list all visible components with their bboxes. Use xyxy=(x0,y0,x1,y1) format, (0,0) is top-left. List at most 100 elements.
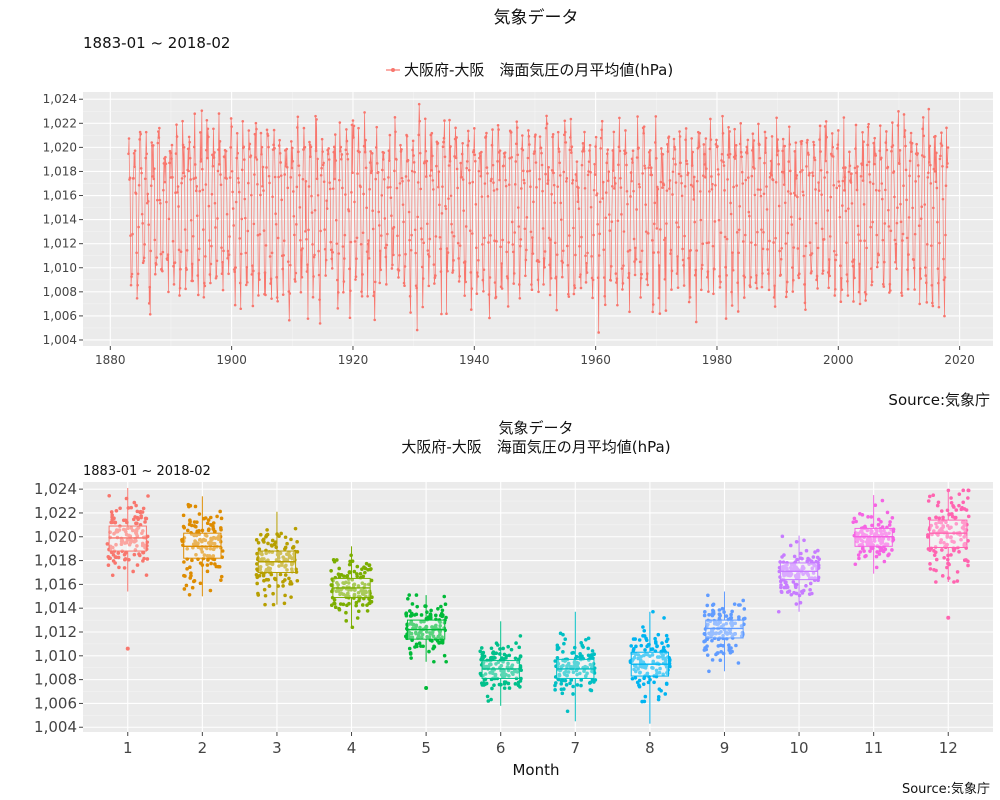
top-series-point xyxy=(908,174,911,178)
bottom-jitter-point xyxy=(856,553,861,557)
top-series-point xyxy=(316,157,319,161)
top-series-point xyxy=(311,295,315,299)
top-series-point xyxy=(662,183,666,187)
bottom-jitter-point xyxy=(413,645,417,649)
bottom-jitter-point xyxy=(192,524,197,528)
bottom-jitter-point xyxy=(428,631,433,636)
bottom-jitter-point xyxy=(952,580,956,584)
top-series-point xyxy=(379,234,383,237)
top-series-point xyxy=(335,242,339,245)
top-series-point xyxy=(508,157,511,160)
top-series-point xyxy=(486,172,489,175)
bottom-jitter-point xyxy=(109,510,114,514)
top-series-point xyxy=(802,193,805,197)
bottom-jitter-point xyxy=(929,523,934,528)
top-series-point xyxy=(479,174,483,178)
bottom-jitter-point xyxy=(342,574,346,578)
bottom-jitter-point xyxy=(927,494,932,499)
bottom-jitter-point xyxy=(195,529,200,534)
top-series-point xyxy=(656,187,660,191)
bottom-jitter-point xyxy=(114,509,119,513)
bottom-jitter-point xyxy=(575,683,580,687)
top-series-point xyxy=(412,154,415,157)
top-series-point xyxy=(645,277,648,281)
bottom-jitter-point xyxy=(853,562,858,567)
bottom-jitter-point xyxy=(209,561,213,566)
top-series-point xyxy=(736,310,740,313)
top-series-point xyxy=(580,163,584,167)
bottom-jitter-point xyxy=(656,632,661,637)
bottom-jitter-point xyxy=(639,658,643,663)
top-series-point xyxy=(172,283,176,286)
top-series-point xyxy=(765,208,769,211)
top-series-point xyxy=(623,149,626,152)
top-series-point xyxy=(400,176,404,180)
bottom-jitter-point xyxy=(633,676,638,680)
top-series-point xyxy=(894,260,897,264)
top-series-point xyxy=(419,187,423,191)
bottom-jitter-point xyxy=(650,665,654,670)
bottom-jitter-point xyxy=(642,665,646,669)
top-series-point xyxy=(240,217,244,221)
bottom-jitter-point xyxy=(593,678,598,682)
top-series-point xyxy=(828,274,832,278)
top-series-point xyxy=(420,237,424,241)
top-series-point xyxy=(726,178,729,181)
top-series-point xyxy=(415,328,419,332)
bottom-jitter-point xyxy=(714,631,719,635)
top-series-point xyxy=(917,174,920,178)
top-series-point xyxy=(246,229,250,233)
top-series-point xyxy=(613,187,616,190)
bottom-jitter-point xyxy=(281,555,285,559)
top-series-point xyxy=(747,210,751,214)
top-series-point xyxy=(933,170,937,173)
top-series-point xyxy=(605,161,609,165)
top-series-point xyxy=(348,316,352,320)
top-series-point xyxy=(642,131,645,135)
top-series-point xyxy=(133,165,136,169)
bottom-jitter-point xyxy=(271,602,276,607)
bottom-jitter-point xyxy=(656,697,661,702)
top-series-point xyxy=(324,274,327,277)
top-series-point xyxy=(910,150,913,153)
top-series-point xyxy=(294,271,298,275)
bottom-jitter-point xyxy=(276,556,281,560)
top-series-point xyxy=(277,175,280,179)
top-series-point xyxy=(256,182,259,186)
top-series-point xyxy=(532,152,536,155)
top-series-point xyxy=(504,178,507,182)
bottom-jitter-point xyxy=(651,660,656,665)
bottom-jitter-point xyxy=(876,522,881,527)
top-series-point xyxy=(703,163,707,166)
bottom-jitter-point xyxy=(338,602,343,606)
top-series-point xyxy=(714,143,718,146)
top-series-point xyxy=(739,150,743,154)
top-series-point xyxy=(290,166,294,170)
top-series-point xyxy=(365,206,368,210)
bottom-jitter-point xyxy=(855,536,860,541)
top-series-point xyxy=(668,187,671,190)
bottom-jitter-point xyxy=(352,569,357,574)
top-series-point xyxy=(220,246,223,249)
bottom-jitter-point xyxy=(513,656,518,661)
bottom-jitter-point xyxy=(329,603,334,607)
bottom-jitter-point xyxy=(141,550,146,555)
top-series-point xyxy=(805,141,809,144)
bottom-jitter-point xyxy=(631,657,635,662)
top-series-point xyxy=(464,280,468,284)
bottom-jitter-point xyxy=(807,592,812,596)
top-series-point xyxy=(753,167,756,170)
bottom-jitter-point xyxy=(869,515,874,519)
top-series-point xyxy=(600,119,604,123)
bottom-jitter-point xyxy=(409,613,414,618)
top-series-point xyxy=(197,247,201,251)
top-series-point xyxy=(877,189,881,192)
top-series-point xyxy=(567,295,571,298)
top-series-point xyxy=(778,249,781,253)
top-series-point xyxy=(850,172,853,175)
top-series-point xyxy=(810,269,813,273)
top-series-point xyxy=(570,151,573,154)
top-series-point xyxy=(746,151,749,155)
bottom-jitter-point xyxy=(563,637,568,641)
top-series-point xyxy=(191,234,195,238)
